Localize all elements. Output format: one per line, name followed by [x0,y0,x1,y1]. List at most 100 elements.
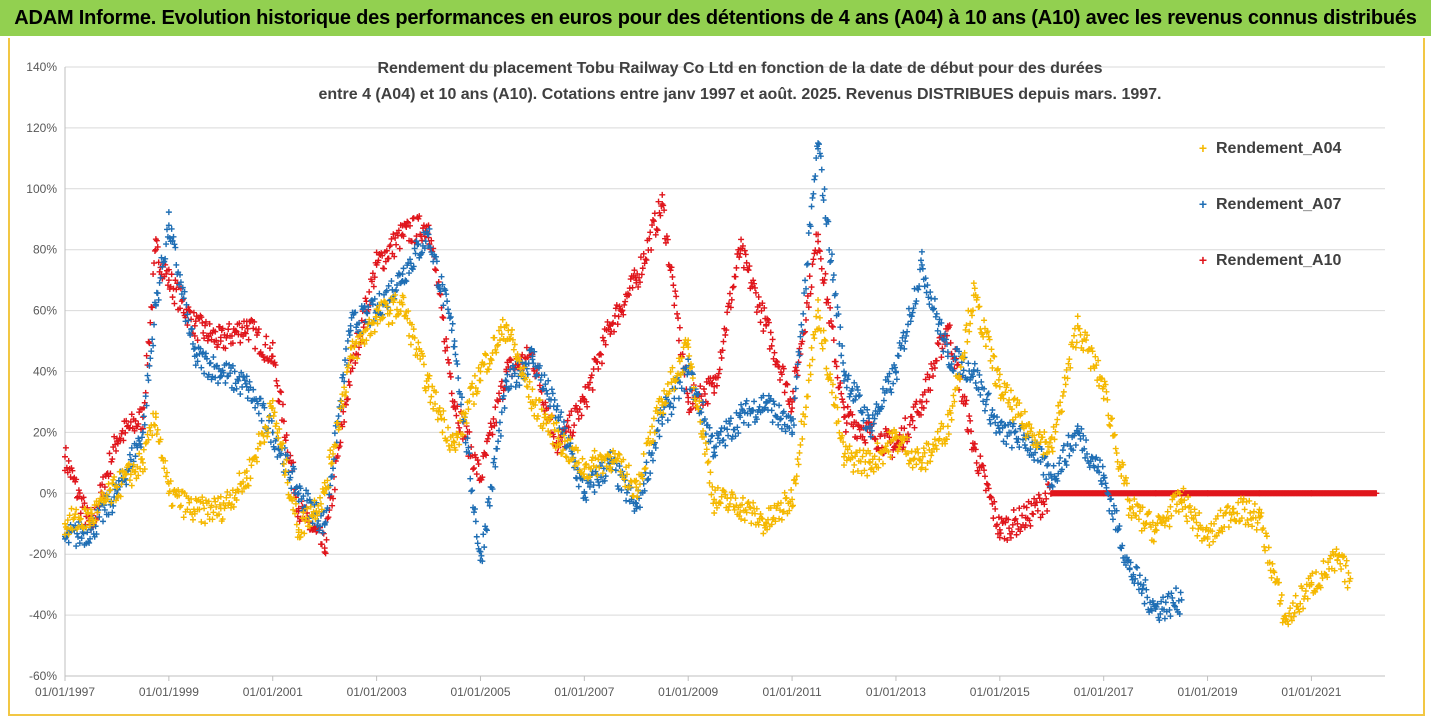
data-point [591,447,598,454]
data-point [542,399,549,406]
y-tick-label: 80% [33,243,57,257]
data-point [844,403,851,410]
data-point [836,384,843,391]
data-point [622,298,629,305]
data-point [379,252,386,259]
data-point [1041,429,1048,436]
data-point [420,361,427,368]
data-point [811,250,818,257]
data-point [675,395,682,402]
data-point [215,380,222,387]
data-point [343,345,350,352]
data-point [672,288,679,295]
x-tick-label: 01/01/2009 [658,685,718,699]
data-point [981,317,988,324]
data-point [114,440,121,447]
data-point [667,267,674,274]
data-point [987,493,994,500]
data-point [819,192,826,199]
data-point [564,417,571,424]
data-point [679,351,686,358]
data-point [62,444,69,451]
data-point [705,458,712,465]
data-point [620,311,627,318]
data-point [879,460,886,467]
data-point [344,395,351,402]
data-point [385,321,392,328]
data-point [1184,518,1191,525]
data-point [975,470,982,477]
data-point [1167,613,1174,620]
data-point [245,336,252,343]
data-point [806,273,813,280]
data-point [728,296,735,303]
data-point [742,251,749,258]
data-point [886,434,893,441]
data-point [840,359,847,366]
data-point [741,247,748,254]
data-point [807,371,814,378]
data-point [742,400,749,407]
data-point [255,410,262,417]
data-point [653,226,660,233]
data-point [995,376,1002,383]
data-point [1278,591,1285,598]
data-point [788,408,795,415]
data-point [1017,528,1024,535]
data-point [438,273,445,280]
data-point [210,354,217,361]
data-point [649,423,656,430]
data-point [1224,504,1231,511]
data-point [385,255,392,262]
data-point [642,465,649,472]
data-point [821,276,828,283]
data-point [86,539,93,546]
data-point [1014,520,1021,527]
data-point [180,309,187,316]
data-point [645,475,652,482]
data-point [748,520,755,527]
data-point [589,386,596,393]
data-point [1049,448,1056,455]
data-point [198,364,205,371]
data-point [1292,592,1299,599]
data-point [80,530,87,537]
data-point [376,290,383,297]
data-point [643,257,650,264]
data-point [482,451,489,458]
data-point [75,487,82,494]
data-point [973,459,980,466]
data-point [1320,558,1327,565]
data-point [595,365,602,372]
data-point [661,207,668,214]
data-point [802,404,809,411]
data-point [406,222,413,229]
data-point [659,191,666,198]
data-point [1010,507,1017,514]
data-point [487,355,494,362]
data-point [81,500,88,507]
data-point [788,486,795,493]
data-point [254,329,261,336]
data-point [483,526,490,533]
data-point [640,450,647,457]
data-point [317,494,324,501]
data-point [454,361,461,368]
data-point [280,418,287,425]
data-point [745,499,752,506]
data-point [244,325,251,332]
data-point [876,456,883,463]
data-point [122,429,129,436]
data-point [1098,481,1105,488]
data-point [798,321,805,328]
data-point [1112,445,1119,452]
data-point [225,326,232,333]
data-point [715,370,722,377]
data-point [330,495,337,502]
data-point [825,299,832,306]
data-point [373,261,380,268]
data-point [1338,566,1345,573]
data-point [449,320,456,327]
data-point [578,412,585,419]
data-point [765,319,772,326]
